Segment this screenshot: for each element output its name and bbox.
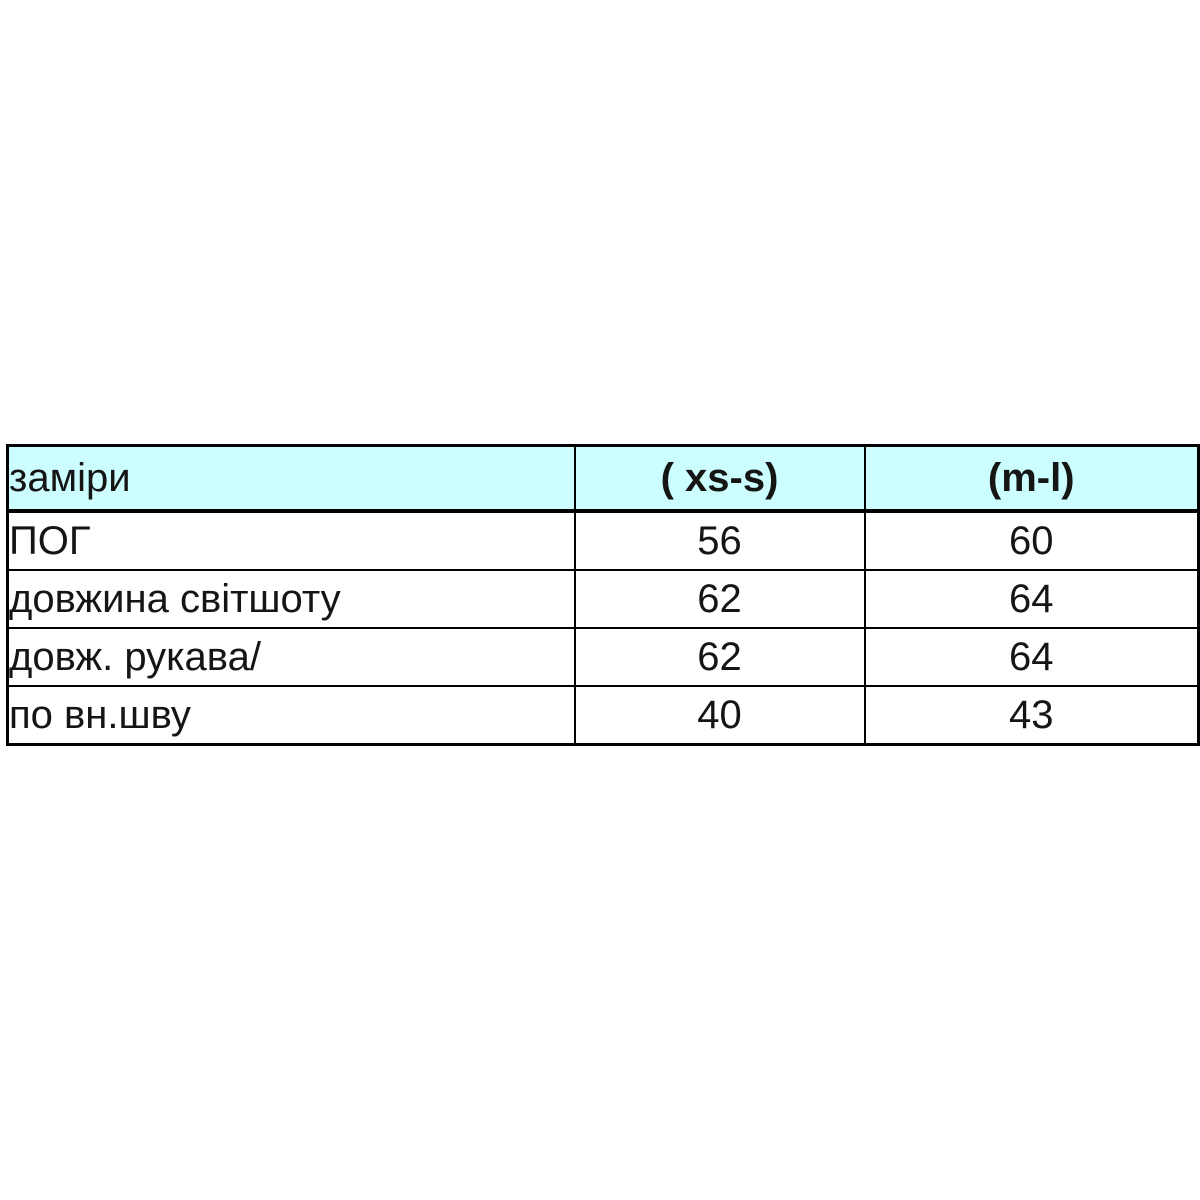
- value-m-l: 43: [863, 685, 1200, 746]
- size-chart-table: заміри ( xs-s) (m-l) ПОГ 56 60 довжина с…: [6, 444, 1200, 746]
- value-m-l: 60: [863, 510, 1200, 571]
- row-label: довжина світшоту: [6, 569, 576, 629]
- header-cell-measurements: заміри: [6, 444, 576, 513]
- value-xs-s: 40: [573, 685, 866, 746]
- value-m-l: 64: [863, 627, 1200, 687]
- header-row: заміри ( xs-s) (m-l): [6, 444, 1200, 513]
- row-label: ПОГ: [6, 510, 576, 571]
- header-cell-size-m-l: (m-l): [863, 444, 1200, 513]
- table-row-sweatshirt-length: довжина світшоту 62 64: [6, 569, 1200, 629]
- table-row-inner-seam: по вн.шву 40 43: [6, 685, 1200, 746]
- value-xs-s: 62: [573, 627, 866, 687]
- value-xs-s: 62: [573, 569, 866, 629]
- header-cell-size-xs-s: ( xs-s): [573, 444, 866, 513]
- value-m-l: 64: [863, 569, 1200, 629]
- value-xs-s: 56: [573, 510, 866, 571]
- table-row-pog: ПОГ 56 60: [6, 510, 1200, 571]
- row-label: довж. рукава/: [6, 627, 576, 687]
- table-row-sleeve-length: довж. рукава/ 62 64: [6, 627, 1200, 687]
- row-label: по вн.шву: [6, 685, 576, 746]
